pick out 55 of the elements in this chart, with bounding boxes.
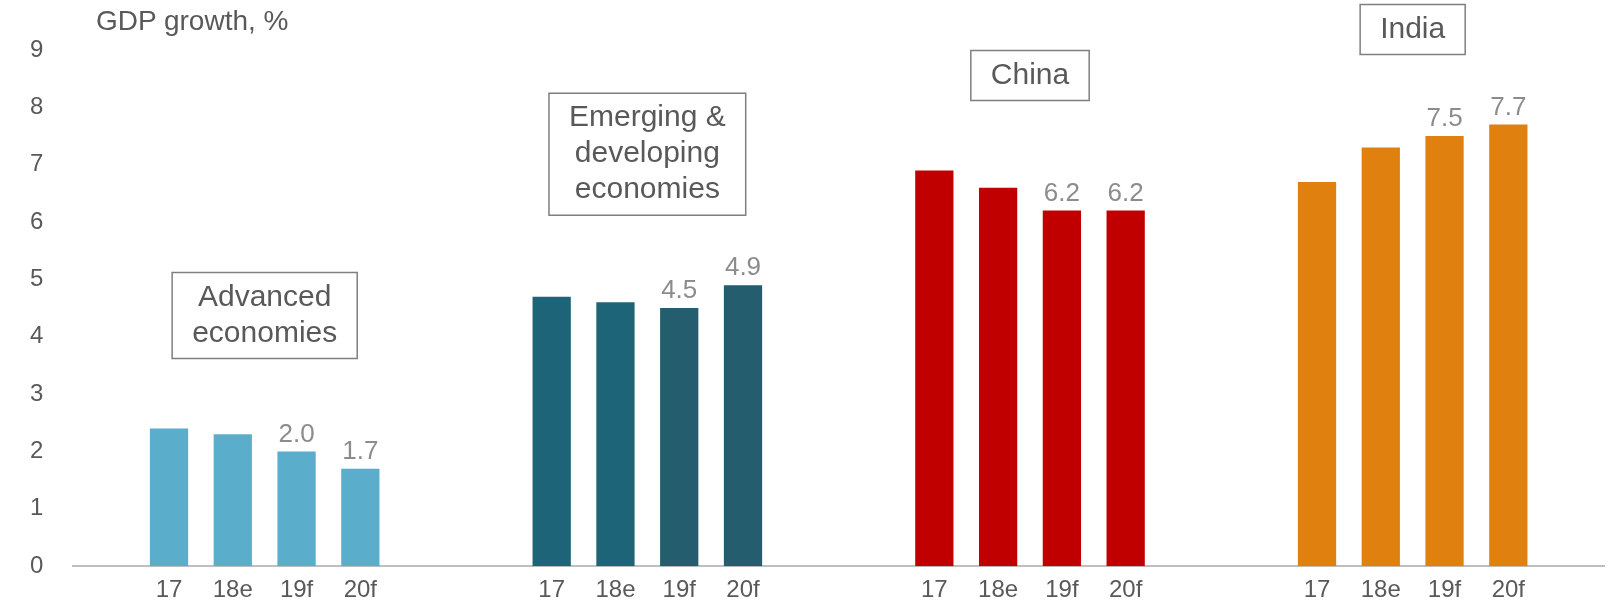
bar bbox=[277, 451, 316, 567]
bar bbox=[341, 468, 380, 567]
x-tick-label: 19f bbox=[279, 575, 314, 603]
bar bbox=[723, 285, 763, 567]
x-tick-label: 19f bbox=[1045, 575, 1079, 603]
bar bbox=[660, 308, 699, 567]
annotation: China bbox=[990, 56, 1070, 90]
bar bbox=[532, 296, 571, 567]
x-tick-label: 18e bbox=[595, 575, 636, 603]
y-tick-label: 8 bbox=[29, 91, 44, 119]
x-tick-label: 20f bbox=[1491, 575, 1526, 603]
y-tick-label: 0 bbox=[29, 550, 44, 578]
data-label: 4.9 bbox=[724, 251, 762, 282]
x-tick-label: 18e bbox=[212, 575, 253, 603]
y-tick-label: 5 bbox=[29, 264, 44, 292]
x-tick-label: 20f bbox=[1108, 575, 1143, 603]
x-tick-label: 17 bbox=[155, 575, 183, 603]
y-axis-title: GDP growth, % bbox=[96, 4, 289, 36]
bar bbox=[1297, 181, 1337, 567]
x-tick-label: 18e bbox=[1360, 575, 1401, 603]
data-label: 7.7 bbox=[1490, 90, 1527, 121]
data-label: 7.5 bbox=[1426, 102, 1463, 133]
x-tick-label: 18e bbox=[978, 575, 1019, 603]
data-label: 1.7 bbox=[342, 434, 379, 465]
bar bbox=[1106, 210, 1145, 567]
x-tick-label: 19f bbox=[662, 575, 697, 603]
data-label: 6.2 bbox=[1043, 176, 1080, 207]
text: India bbox=[1380, 10, 1446, 44]
bar bbox=[915, 170, 954, 567]
data-label: 4.5 bbox=[661, 274, 698, 305]
bar bbox=[1042, 210, 1082, 567]
bar bbox=[213, 434, 252, 567]
data-label: 6.2 bbox=[1107, 176, 1144, 207]
y-tick-label: 4 bbox=[29, 321, 44, 349]
y-tick-label: 3 bbox=[29, 378, 44, 406]
bar bbox=[978, 187, 1018, 567]
bar bbox=[149, 428, 189, 567]
y-tick-label: 1 bbox=[29, 493, 44, 521]
x-tick-label: 19f bbox=[1427, 575, 1462, 603]
x-tick-label: 17 bbox=[538, 575, 566, 603]
x-tick-label: 20f bbox=[726, 575, 761, 603]
x-tick-label: 20f bbox=[343, 575, 378, 603]
bar bbox=[596, 302, 635, 567]
y-tick-label: 9 bbox=[29, 34, 44, 62]
data-label: 2.0 bbox=[278, 417, 315, 448]
x-tick-label: 17 bbox=[1303, 575, 1331, 603]
bar bbox=[1489, 124, 1528, 567]
y-tick-label: 7 bbox=[29, 149, 44, 177]
x-tick-label: 17 bbox=[920, 575, 948, 603]
y-tick-label: 2 bbox=[29, 436, 44, 464]
y-tick-label: 6 bbox=[29, 206, 44, 234]
annotation: Emerging & developing economies bbox=[568, 99, 726, 205]
bar bbox=[1425, 136, 1464, 567]
annotation: Advanced economies bbox=[192, 278, 338, 348]
bar bbox=[1361, 147, 1400, 567]
